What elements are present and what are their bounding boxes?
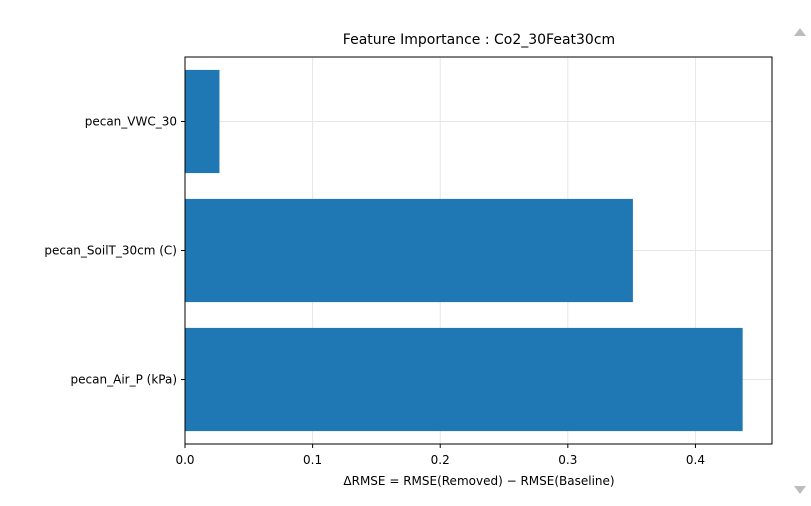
x-axis-label: ΔRMSE = RMSE(Removed) − RMSE(Baseline) [343, 474, 614, 488]
scroll-up-arrow-icon[interactable] [794, 28, 806, 36]
bar-2 [185, 198, 633, 303]
bar-3 [185, 327, 743, 432]
y-axis-ticks: pecan_VWC_30 pecan_SoilT_30cm (C) pecan_Ai… [44, 115, 185, 387]
y-tick-label: pecan_Air_P (kPa) [71, 373, 177, 387]
scroll-down-arrow-icon[interactable] [794, 486, 806, 494]
x-axis-ticks: 0.0 0.1 0.2 0.3 0.4 [175, 444, 705, 467]
bars [185, 69, 743, 432]
y-tick-label: pecan_VWC_30 [85, 115, 177, 129]
x-tick-label: 0.1 [303, 453, 322, 467]
bar-1 [185, 69, 220, 174]
y-tick-label: pecan_SoilT_30cm (C) [44, 244, 177, 258]
x-tick-label: 0.2 [431, 453, 450, 467]
chart-title: Feature Importance : Co2_30Feat30cm [343, 32, 615, 48]
x-tick-label: 0.4 [686, 453, 705, 467]
x-tick-label: 0.0 [175, 453, 194, 467]
x-tick-label: 0.3 [558, 453, 577, 467]
